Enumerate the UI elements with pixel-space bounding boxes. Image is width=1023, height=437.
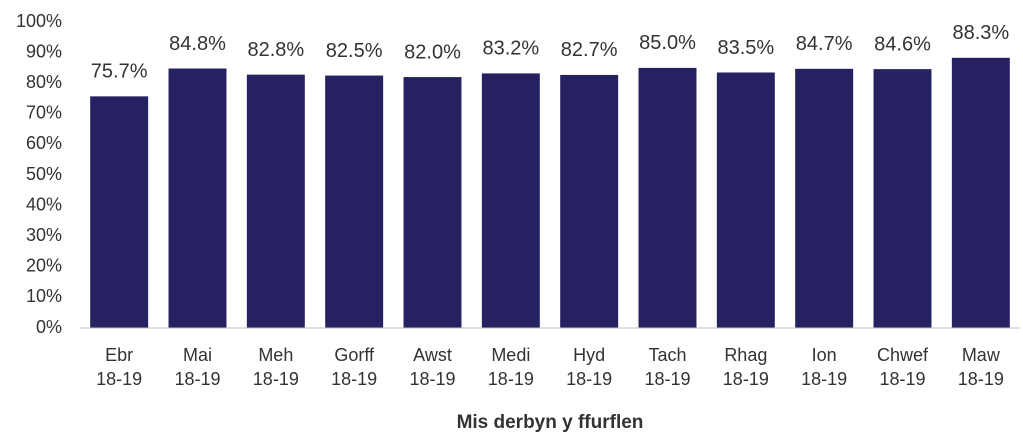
bar (403, 77, 462, 328)
y-tick-label: 40% (26, 194, 62, 214)
x-tick-label: Maw 18-19 (958, 345, 1004, 389)
value-label: 84.8% (169, 33, 226, 55)
x-axis-title: Mis derbyn y ffurflen (457, 412, 644, 433)
y-tick-label: 70% (26, 103, 62, 123)
bar (795, 68, 854, 329)
value-label: 84.7% (796, 33, 853, 55)
bar (168, 68, 227, 329)
value-label: 82.0% (404, 41, 461, 63)
bar (560, 74, 619, 328)
bar (246, 74, 305, 328)
value-label: 82.7% (561, 39, 618, 61)
y-tick-label: 80% (26, 72, 62, 92)
x-tick-label: Mai 18-19 (174, 345, 220, 389)
value-label: 82.5% (326, 40, 383, 62)
bar (951, 57, 1010, 328)
value-label: 82.8% (247, 39, 304, 61)
x-tick-label: Ion 18-19 (801, 345, 847, 389)
x-tick-label: Ebr 18-19 (96, 345, 142, 389)
x-tick-label: Chwef 18-19 (877, 345, 929, 389)
x-tick-label: Tach 18-19 (644, 345, 690, 389)
y-tick-label: 30% (26, 225, 62, 245)
bar (90, 96, 149, 328)
value-label: 84.6% (874, 33, 931, 55)
y-tick-label: 60% (26, 133, 62, 153)
bar (873, 69, 932, 329)
y-tick-label: 20% (26, 256, 62, 276)
bar (325, 75, 384, 328)
value-label: 85.0% (639, 32, 696, 54)
x-tick-label: Rhag 18-19 (723, 345, 769, 389)
x-tick-label: Meh 18-19 (253, 345, 299, 389)
x-tick-label: Hyd 18-19 (566, 345, 612, 389)
value-label: 88.3% (952, 22, 1009, 44)
value-label: 75.7% (91, 61, 148, 83)
y-tick-label: 50% (26, 164, 62, 184)
value-label: 83.2% (482, 38, 539, 60)
value-label: 83.5% (717, 37, 774, 59)
bar (481, 73, 540, 329)
bar (638, 67, 697, 329)
x-tick-label: Gorff 18-19 (331, 345, 377, 389)
y-tick-label: 90% (26, 41, 62, 61)
y-tick-label: 10% (26, 286, 62, 306)
x-tick-label: Medi 18-19 (488, 345, 534, 389)
y-tick-label: 0% (36, 317, 62, 337)
bar (716, 72, 775, 329)
x-tick-label: Awst 18-19 (409, 345, 455, 389)
y-tick-label: 100% (16, 11, 62, 31)
